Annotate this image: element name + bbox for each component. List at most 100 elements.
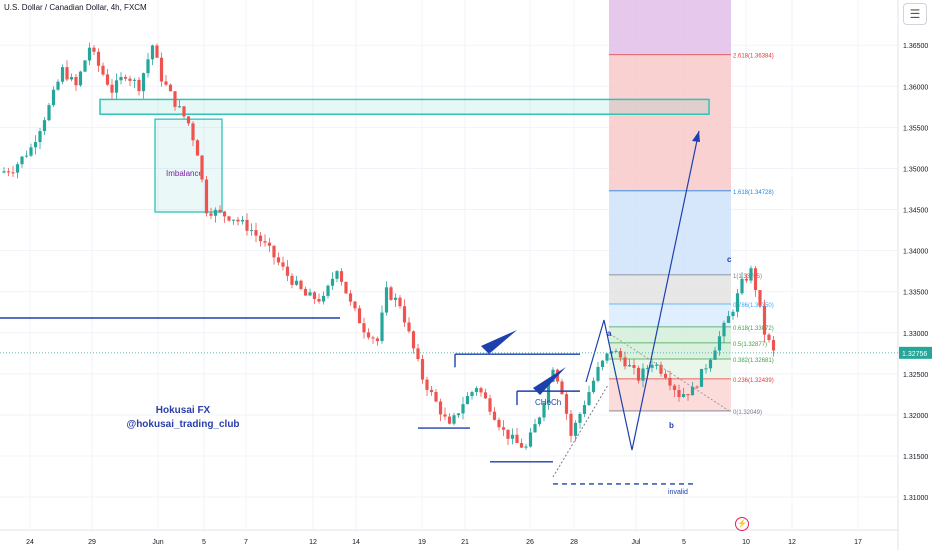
candle-body [443, 414, 447, 417]
candle-body [384, 287, 389, 313]
fib-level-label: 0.236(1.32439) [733, 378, 774, 384]
candle-body [731, 311, 735, 317]
candle-body [645, 367, 650, 369]
candle-body [330, 278, 335, 286]
candle-body [690, 386, 695, 396]
candle-body [276, 257, 281, 263]
candle-body [303, 288, 308, 296]
x-tick-label: 7 [244, 539, 248, 546]
y-tick-label: 1.35000 [903, 166, 928, 173]
candle-body [767, 334, 771, 341]
candle-body [285, 266, 290, 276]
x-tick-label: 14 [352, 539, 360, 546]
candle-body [596, 367, 600, 381]
x-tick-label: 24 [26, 539, 34, 546]
projection-path [585, 130, 700, 451]
candle-body [389, 287, 393, 300]
candle-body [483, 392, 488, 399]
y-tick-label: 1.31500 [903, 454, 928, 461]
watermark-name: Hokusai FX [155, 405, 211, 416]
candle-body [699, 368, 704, 387]
x-tick-label: Jun [152, 539, 163, 546]
candle-body [209, 213, 213, 216]
fib-level-label: 1.618(1.34728) [733, 190, 774, 196]
candle-body [497, 419, 501, 428]
x-tick-label: 21 [461, 539, 469, 546]
candle-body [240, 219, 245, 222]
y-tick-label: 1.32000 [903, 413, 928, 420]
candle-body [510, 434, 515, 439]
candle-body [717, 336, 722, 351]
fib-level-label: 0.618(1.33072) [733, 326, 774, 332]
candle-body [501, 427, 506, 430]
y-tick-label: 1.33000 [903, 331, 928, 338]
candle-body [740, 278, 744, 294]
candle-body [515, 434, 519, 444]
candle-body [726, 316, 731, 323]
candle-body [668, 377, 672, 386]
candle-body [227, 216, 231, 221]
candle-body [11, 172, 15, 174]
candle-body [42, 120, 47, 132]
candle-body [335, 271, 339, 279]
candle-body [114, 80, 119, 93]
candle-body [398, 297, 402, 307]
candle-body [686, 394, 690, 396]
candle-body [641, 368, 645, 381]
candle-body [573, 422, 578, 436]
menu-icon[interactable]: ☰ [903, 3, 927, 25]
candle-body [272, 245, 276, 258]
candle-body [362, 323, 366, 333]
candle-body [2, 171, 6, 173]
candle-body [69, 77, 74, 80]
candle-body [537, 417, 542, 425]
candle-body [186, 116, 191, 124]
candle-body [533, 424, 537, 433]
candle-body [420, 359, 425, 380]
candle-body [182, 106, 186, 117]
candle-body [110, 84, 114, 93]
candle-body [164, 81, 168, 85]
lightning-icon[interactable]: ⚡ [735, 517, 749, 531]
chart-title: U.S. Dollar / Canadian Dollar, 4h, FXCM [4, 3, 147, 12]
candle-body [141, 73, 146, 92]
candle-body [456, 413, 461, 416]
wave-label: c [727, 255, 732, 264]
x-tick-label: 12 [788, 539, 796, 546]
candle-body [92, 47, 96, 52]
candle-body [132, 79, 137, 81]
candle-body [560, 381, 564, 395]
candle-body [380, 312, 384, 342]
candle-body [713, 350, 717, 360]
candle-body [672, 385, 677, 391]
candle-body [636, 367, 641, 381]
candle-body [249, 230, 254, 232]
x-tick-label: 26 [526, 539, 534, 546]
candle-body [474, 388, 479, 393]
candle-body [312, 292, 317, 299]
x-tick-label: 19 [418, 539, 426, 546]
fib-zone [609, 0, 731, 55]
candle-body [317, 298, 321, 302]
candle-body [78, 71, 83, 86]
candle-body [177, 106, 182, 108]
candle-body [488, 398, 492, 412]
candle-body [632, 365, 636, 368]
candle-body [87, 47, 92, 61]
candle-body [96, 51, 101, 66]
candle-body [528, 432, 533, 447]
y-tick-label: 1.34500 [903, 208, 928, 215]
candle-body [452, 415, 456, 424]
candle-body [623, 357, 627, 367]
candle-body [245, 219, 249, 231]
candle-body [38, 131, 42, 143]
candle-body [128, 78, 132, 81]
candle-body [492, 411, 497, 420]
candle-body [695, 386, 699, 388]
fib-level-label: 0.786(1.33350) [733, 303, 774, 309]
candle-body [348, 293, 353, 302]
candle-body [299, 280, 303, 289]
candle-body [735, 293, 740, 312]
